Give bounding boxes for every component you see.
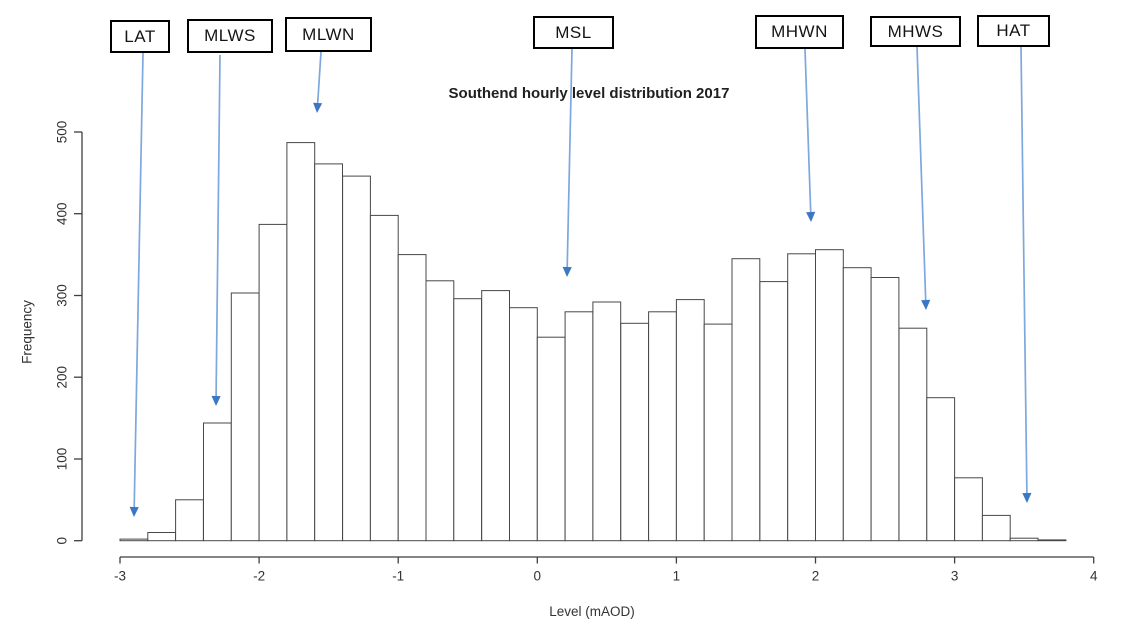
- x-tick-label: -1: [392, 569, 404, 584]
- callout-arrow-line-hat: [1020, 46, 1028, 494]
- callout-arrow-line-mhws: [916, 46, 927, 301]
- histogram-bar-bin-22: [731, 258, 761, 542]
- chart-title: Southend hourly level distribution 2017: [448, 85, 730, 102]
- histogram-bar-bin-17: [592, 301, 622, 542]
- x-tick-label: -3: [114, 569, 126, 584]
- histogram-bar-bin-0: [119, 538, 149, 542]
- callout-box-hat: HAT: [977, 15, 1050, 47]
- histogram-bar-bin-27: [870, 277, 900, 542]
- x-tick-label: 2: [812, 569, 820, 584]
- histogram-bar-bin-32: [1009, 537, 1039, 542]
- callout-box-mlwn: MLWN: [285, 17, 372, 52]
- y-tick-label: 400: [55, 202, 70, 225]
- x-axis-title: Level (mAOD): [549, 604, 635, 619]
- histogram-bar-bin-31: [981, 514, 1011, 542]
- x-tick-label: 1: [673, 569, 681, 584]
- y-tick-label: 100: [55, 448, 70, 471]
- histogram-bar-bin-5: [258, 223, 288, 542]
- histogram-bar-bin-3: [203, 422, 232, 542]
- histogram-bar-bin-7: [314, 163, 344, 542]
- callout-arrow-line-mlws: [215, 54, 221, 397]
- histogram-bar-bin-18: [620, 322, 650, 542]
- callout-arrow-head-mhws: [921, 299, 931, 310]
- histogram-bar-bin-9: [369, 214, 399, 542]
- callout-arrow-head-mhwn: [806, 211, 816, 222]
- histogram-bar-bin-23: [759, 281, 789, 542]
- x-tick-label: 0: [534, 569, 542, 584]
- histogram-bar-bin-30: [954, 477, 983, 542]
- y-axis-title: Frequency: [19, 300, 35, 364]
- callout-box-msl: MSL: [533, 16, 614, 49]
- histogram-bar-bin-29: [926, 397, 956, 542]
- histogram-bar-bin-13: [481, 290, 511, 542]
- histogram-bar-bin-33: [1037, 539, 1067, 542]
- callout-arrow-head-msl: [562, 266, 572, 277]
- histogram-bar-bin-4: [230, 292, 260, 542]
- callout-arrow-line-mhwn: [804, 48, 812, 213]
- y-tick-label: 200: [55, 366, 70, 389]
- histogram-bar-bin-19: [648, 311, 677, 542]
- callout-box-mhws: MHWS: [870, 16, 961, 47]
- histogram-bar-bin-24: [787, 253, 817, 542]
- callout-arrow-line-lat: [133, 52, 144, 508]
- histogram-bar-bin-2: [175, 499, 204, 542]
- callout-box-mhwn: MHWN: [755, 15, 844, 49]
- x-tick-label: 3: [951, 569, 959, 584]
- histogram-bar-bin-28: [898, 327, 928, 542]
- histogram-bar-bin-15: [536, 336, 566, 542]
- histogram-bar-bin-14: [509, 307, 538, 542]
- y-tick-label: 500: [55, 121, 70, 144]
- callout-arrow-line-msl: [566, 48, 573, 268]
- y-tick-label: 0: [55, 537, 70, 545]
- callout-arrow-head-hat: [1022, 492, 1032, 503]
- callout-arrow-head-mlwn: [313, 102, 323, 113]
- histogram-bar-bin-20: [675, 299, 705, 542]
- callout-box-lat: LAT: [110, 20, 170, 53]
- x-tick-label: -2: [253, 569, 265, 584]
- histogram-bar-bin-21: [703, 323, 733, 542]
- histogram-bar-bin-11: [425, 280, 455, 542]
- callout-arrow-head-lat: [129, 506, 139, 517]
- callout-arrow-head-mlws: [211, 395, 221, 406]
- histogram-bar-bin-1: [147, 532, 177, 542]
- histogram-bar-bin-12: [453, 298, 483, 542]
- histogram-bar-bin-16: [564, 311, 594, 542]
- callout-box-mlws: MLWS: [187, 19, 273, 53]
- y-tick-label: 300: [55, 284, 70, 307]
- histogram-bar-bin-8: [342, 175, 371, 542]
- histogram-bar-bin-6: [286, 142, 316, 542]
- histogram-bar-bin-10: [397, 254, 427, 542]
- x-tick-label: 4: [1090, 569, 1098, 584]
- histogram-bar-bin-26: [842, 267, 872, 542]
- callout-arrow-line-mlwn: [316, 51, 322, 104]
- histogram-bar-bin-25: [815, 249, 844, 542]
